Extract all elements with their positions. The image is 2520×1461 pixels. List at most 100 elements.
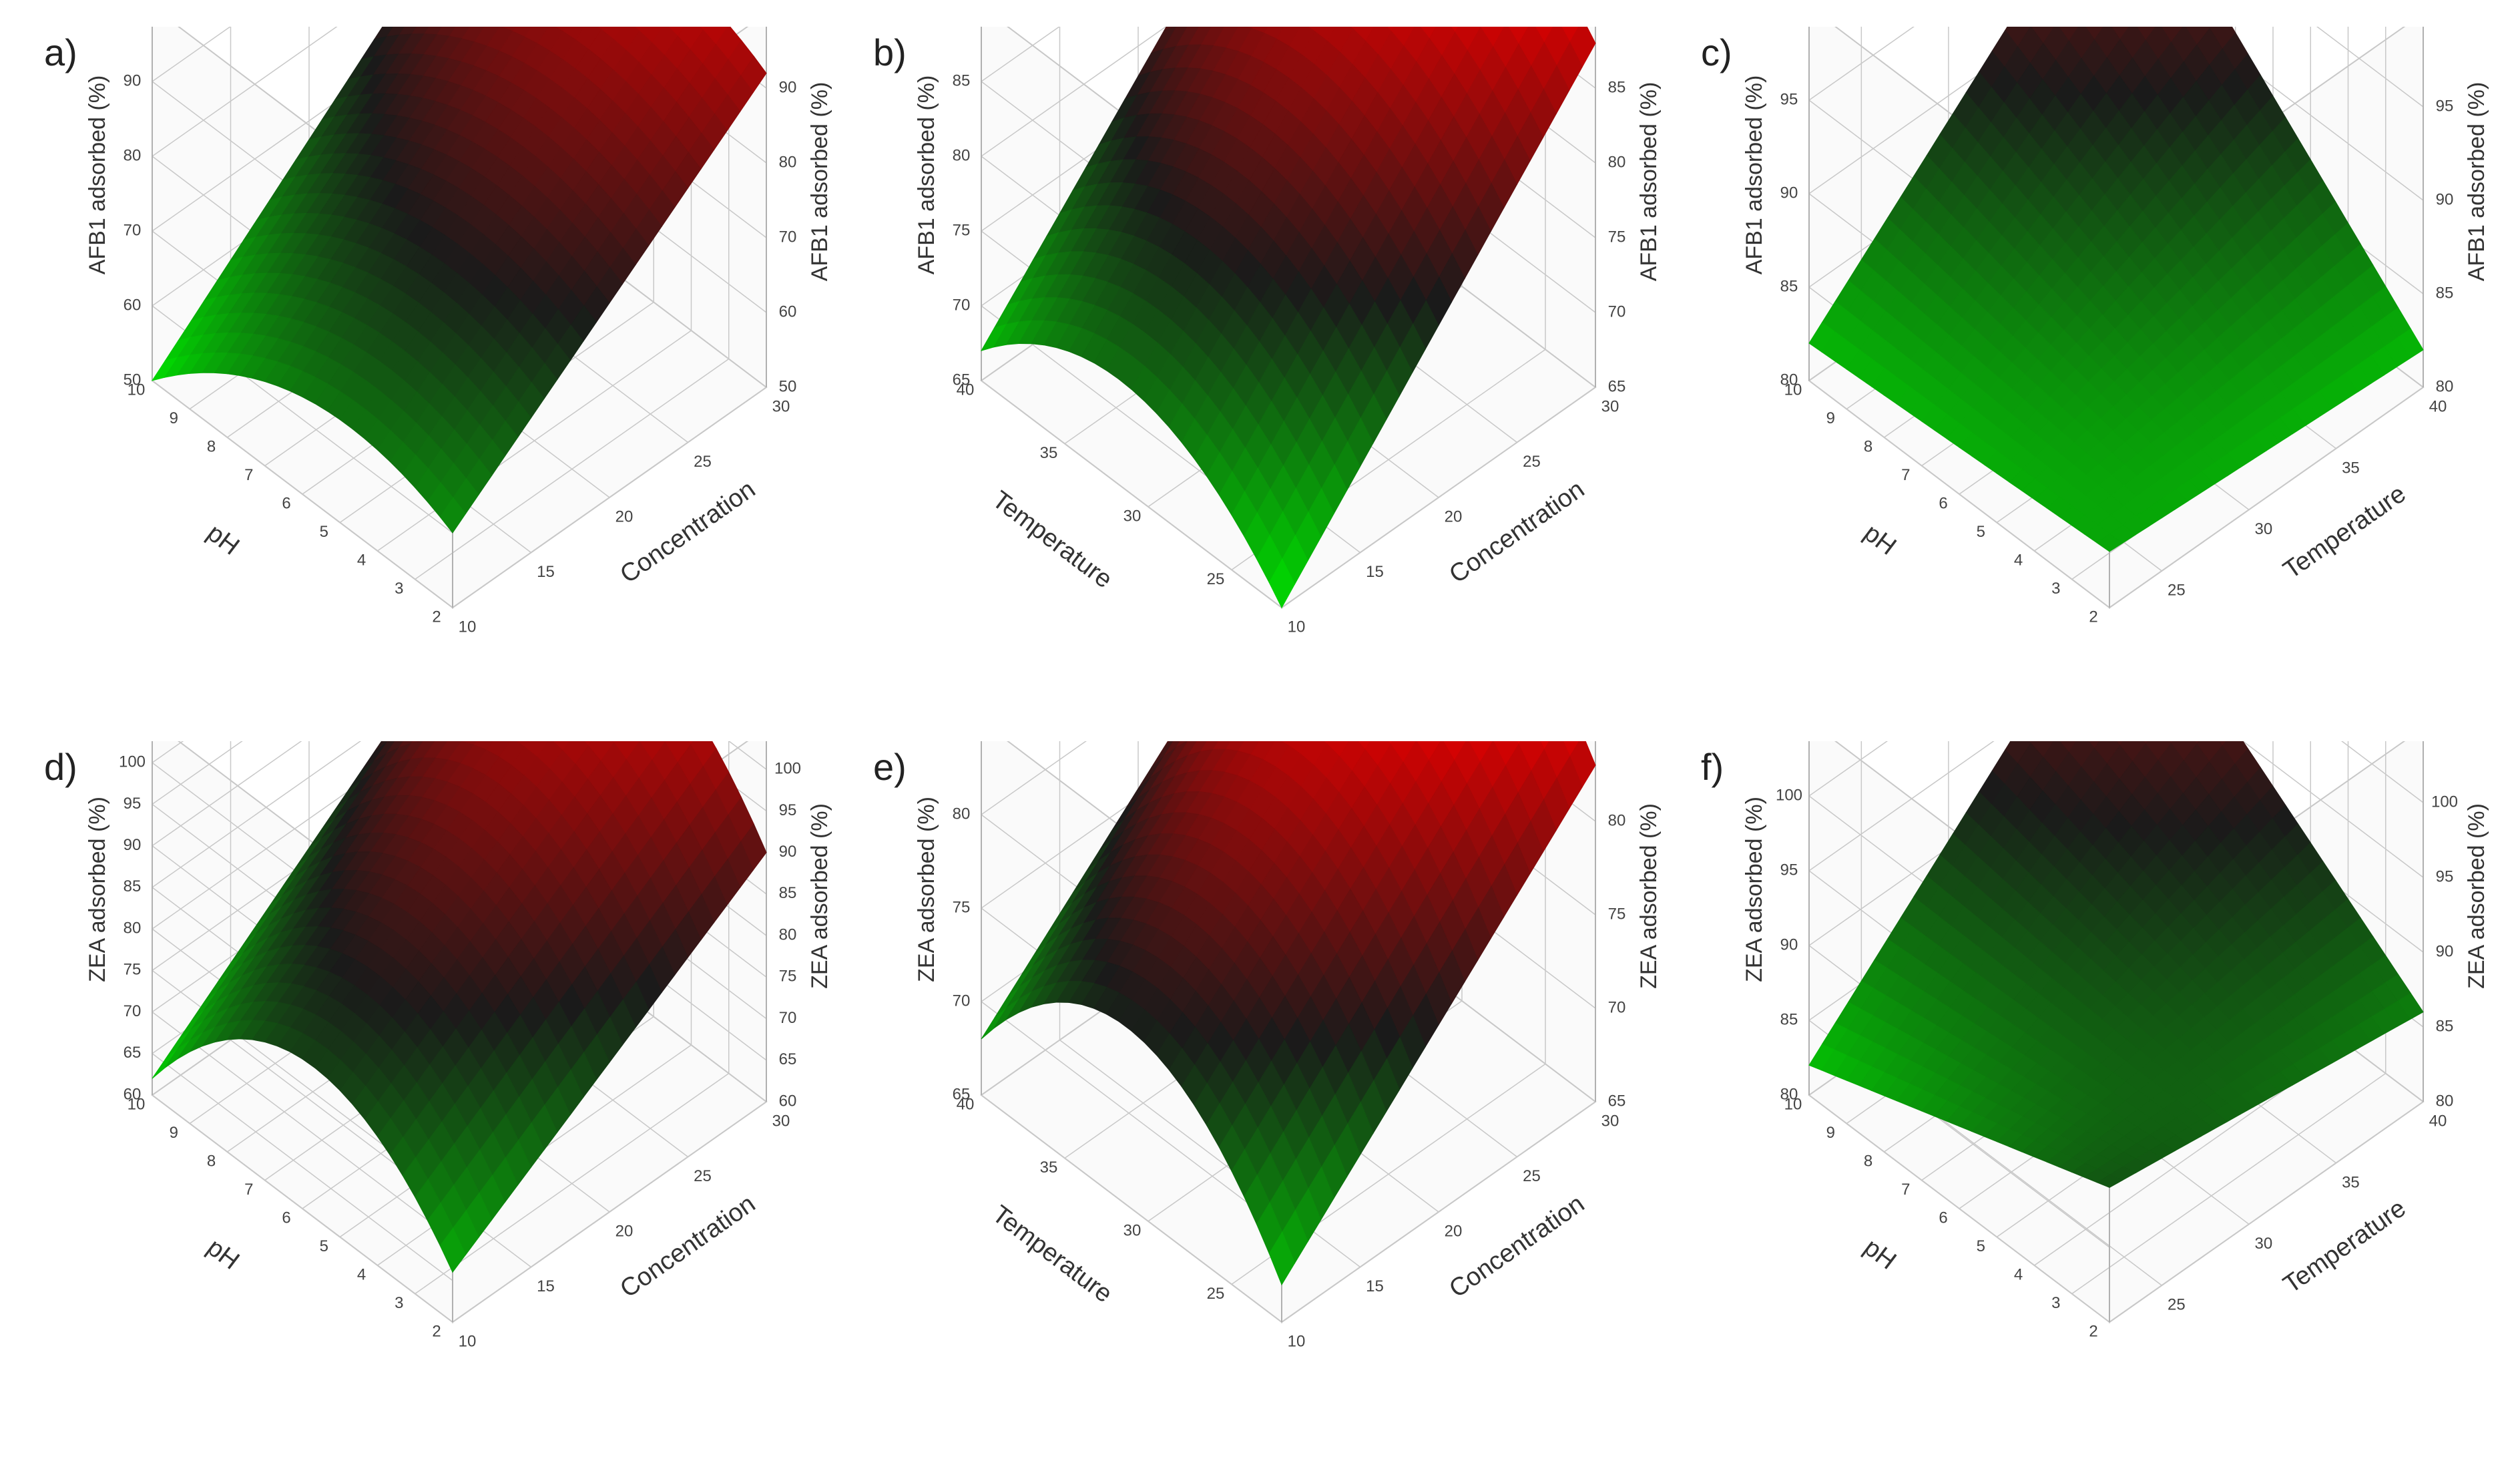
e-y-axis-title: Concentration [1444,1190,1589,1303]
c-x-tick-front-7: 9 [1826,409,1835,427]
c-z-tick-left-1: 85 [1780,277,1798,295]
c-z-axis-title-left: AFB1 adsorbed (%) [1742,75,1767,275]
d-x-tick-front-2: 4 [357,1266,366,1284]
panel-c-label: c) [1701,31,1732,73]
panel-f: 2 3 4 5 6 7 8 9 10 pH 40 35 30 25 Temperature 80 80 85 85 9… [1689,741,2490,1436]
c-z-tick-left-0: 80 [1780,371,1798,389]
e-y-tick-front-4: 30 [1601,1112,1619,1130]
d-x-tick-front-1: 3 [395,1294,403,1312]
a-x-tick-front-5: 7 [244,466,253,484]
e-y-tick-front-1: 15 [1366,1277,1384,1295]
f-surface-cell-41 [2088,741,2100,749]
f-z-tick-left-4: 100 [1776,786,1802,804]
panel-b-label: b) [873,31,907,73]
a-x-tick-front-7: 9 [170,409,178,427]
d-y-tick-front-1: 15 [537,1277,555,1295]
c-x-tick-front-2: 4 [2014,552,2023,570]
panel-a-chart: 2 3 4 5 6 7 8 9 10 pH 10 15 20 25 30 Concentration 50 50 6… [85,27,832,636]
e-z-tick-right-1: 70 [1608,998,1626,1016]
e-x-tick-front-3: 25 [1207,1285,1225,1303]
b-z-tick-right-1: 70 [1608,302,1626,321]
d-z-tick-left-2: 70 [123,1002,142,1020]
d-x-tick-front-8: 10 [128,1096,146,1114]
e-x-tick-front-2: 30 [1123,1221,1142,1239]
f-y-tick-front-0: 40 [2429,1112,2447,1130]
d-z-tick-right-1: 65 [779,1050,797,1068]
b-y-tick-front-2: 20 [1445,508,1463,526]
c-z-tick-right-2: 90 [2436,190,2454,208]
b-x-tick-front-1: 35 [1040,444,1058,462]
d-z-tick-left-3: 75 [123,961,142,979]
panel-e-label: e) [873,746,907,788]
a-x-tick-front-2: 4 [357,552,366,570]
d-y-tick-front-4: 30 [772,1112,790,1130]
d-y-axis-title: Concentration [615,1190,760,1303]
a-surface-cell-182 [634,27,643,32]
f-z-tick-right-3: 95 [2436,867,2454,885]
f-z-tick-right-0: 80 [2436,1092,2454,1110]
panel-f-chart: 2 3 4 5 6 7 8 9 10 pH 40 35 30 25 Temperature 80 80 85 85 9… [1742,741,2489,1341]
d-surface-cell-174 [583,741,592,747]
d-z-tick-right-2: 70 [779,1009,797,1027]
c-y-tick-front-0: 40 [2429,398,2447,416]
c-y-tick-front-1: 35 [2342,459,2360,477]
d-y-tick-front-2: 20 [615,1223,634,1241]
f-z-tick-left-1: 85 [1780,1010,1798,1028]
d-x-tick-front-3: 5 [320,1237,328,1255]
a-x-tick-front-3: 5 [320,523,328,541]
f-z-axis-title-left: ZEA adsorbed (%) [1742,797,1767,982]
c-x-tick-front-8: 10 [1784,381,1802,399]
b-y-axis-title: Concentration [1444,475,1589,589]
f-z-tick-left-2: 90 [1780,935,1798,954]
c-x-tick-front-0: 2 [2089,608,2097,626]
b-y-tick-front-1: 15 [1366,563,1384,581]
a-z-axis-title-left: AFB1 adsorbed (%) [85,75,110,275]
d-y-tick-front-0: 10 [459,1333,477,1351]
f-x-tick-front-7: 9 [1826,1124,1835,1142]
e-z-tick-right-3: 80 [1608,811,1626,829]
b-surface-cell-216 [1386,27,1395,32]
e-surface-cell-220 [1280,741,1292,747]
c-z-tick-right-3: 95 [2436,97,2454,115]
b-surface-cell-233 [1450,27,1459,33]
f-y-tick-front-2: 30 [2255,1235,2273,1253]
e-z-tick-left-2: 75 [953,898,971,916]
panel-c: 2 3 4 5 6 7 8 9 10 pH 40 35 30 25 Temperature 80 80 85 85 9… [1689,27,2490,721]
a-z-tick-right-0: 50 [779,377,797,395]
d-x-axis-title: pH [202,1233,244,1275]
d-z-tick-right-6: 90 [779,843,797,861]
a-x-tick-front-1: 3 [395,580,403,598]
panel-f-label: f) [1701,746,1724,788]
a-grid-z-5 [178,27,453,234]
b-x-tick-front-2: 30 [1123,507,1142,525]
f-surface-cell-575 [2096,1174,2123,1188]
panel-a: 2 3 4 5 6 7 8 9 10 pH 10 15 20 25 30 Concentration 50 50 6… [32,27,833,721]
d-z-tick-left-4: 80 [123,919,142,937]
c-z-tick-left-2: 90 [1780,184,1798,202]
e-surface-cell-254 [1539,741,1550,751]
a-y-tick-front-3: 25 [694,453,712,471]
a-x-axis-title: pH [202,519,244,561]
d-z-tick-left-0: 60 [123,1085,142,1103]
a-y-tick-front-4: 30 [772,398,790,416]
f-surface-cell-36 [2218,741,2227,747]
b-y-tick-front-4: 30 [1601,398,1619,416]
a-x-tick-front-4: 6 [282,495,290,513]
panel-d-label: d) [44,746,77,788]
d-surface-cell-171 [688,741,694,745]
b-z-tick-left-4: 85 [953,71,971,89]
f-x-tick-front-5: 7 [1901,1181,1910,1199]
b-z-axis-title-right: AFB1 adsorbed (%) [1636,82,1662,282]
d-z-tick-right-0: 60 [779,1092,797,1110]
b-z-tick-left-0: 65 [953,371,971,389]
a-surface-cell-575 [439,497,467,534]
a-z-axis-title-right: AFB1 adsorbed (%) [807,82,832,282]
e-y-tick-front-2: 20 [1445,1223,1463,1241]
b-z-tick-right-4: 85 [1608,78,1626,96]
a-y-tick-front-1: 15 [537,563,555,581]
e-surface-cell-268 [1357,741,1371,751]
panel-e: 40 35 30 25 Temperature 10 15 20 25 30 Concentrati… [861,741,1662,1436]
f-surface-cell-40 [2116,741,2124,747]
a-z-tick-left-2: 70 [123,221,142,239]
f-surface-cell-39 [2143,741,2148,745]
